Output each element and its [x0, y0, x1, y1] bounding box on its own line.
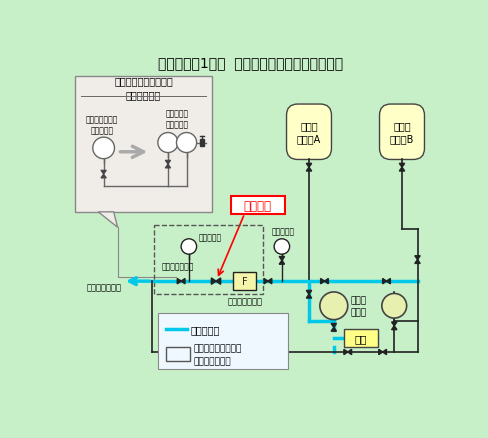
FancyBboxPatch shape: [158, 314, 288, 369]
Polygon shape: [391, 326, 397, 330]
FancyBboxPatch shape: [344, 329, 378, 348]
Polygon shape: [177, 279, 181, 284]
Text: 充てんポンプへ: 充てんポンプへ: [86, 283, 122, 292]
Polygon shape: [325, 279, 328, 284]
Polygon shape: [306, 168, 312, 172]
Polygon shape: [321, 279, 325, 284]
Circle shape: [177, 133, 197, 153]
Text: F: F: [242, 276, 247, 286]
Polygon shape: [165, 165, 171, 169]
Polygon shape: [306, 291, 312, 295]
Polygon shape: [279, 261, 285, 265]
Text: 出口圧力計元弁: 出口圧力計元弁: [162, 261, 194, 271]
Circle shape: [320, 292, 348, 320]
Polygon shape: [101, 171, 106, 175]
Polygon shape: [348, 350, 352, 355]
Polygon shape: [165, 161, 171, 165]
Polygon shape: [386, 279, 390, 284]
Text: 入口圧力計: 入口圧力計: [272, 227, 295, 236]
Polygon shape: [268, 279, 272, 284]
FancyBboxPatch shape: [286, 105, 331, 160]
Polygon shape: [264, 279, 268, 284]
FancyBboxPatch shape: [231, 196, 285, 215]
Text: ほう酸
ポンプ: ほう酸 ポンプ: [351, 296, 367, 317]
Polygon shape: [399, 164, 405, 168]
Polygon shape: [383, 279, 386, 284]
FancyBboxPatch shape: [380, 105, 425, 160]
Text: 出口圧力計: 出口圧力計: [198, 233, 221, 241]
Polygon shape: [391, 322, 397, 326]
Polygon shape: [415, 260, 420, 264]
Text: ：水張系統: ：水張系統: [190, 324, 220, 334]
Circle shape: [93, 138, 115, 159]
Polygon shape: [331, 324, 337, 328]
Polygon shape: [181, 279, 185, 284]
Text: ：フィルタ及び配管
　取替工事範囲: ：フィルタ及び配管 取替工事範囲: [194, 344, 242, 365]
Text: ほう酸
タンクB: ほう酸 タンクB: [390, 121, 414, 144]
Text: 耐圧検査用仮設圧力計
の設置予定図: 耐圧検査用仮設圧力計 の設置予定図: [114, 76, 173, 100]
Polygon shape: [306, 295, 312, 298]
Polygon shape: [200, 139, 204, 147]
Circle shape: [158, 133, 178, 153]
Polygon shape: [101, 175, 106, 179]
Polygon shape: [383, 350, 386, 355]
Circle shape: [274, 239, 289, 254]
Text: 補水: 補水: [355, 333, 367, 343]
Circle shape: [382, 294, 407, 318]
Polygon shape: [216, 278, 221, 285]
FancyBboxPatch shape: [75, 77, 212, 212]
Polygon shape: [211, 278, 216, 285]
Polygon shape: [379, 350, 383, 355]
Polygon shape: [279, 257, 285, 261]
Text: 伊方発電所1号機  ほう酸補給ライン系統概略図: 伊方発電所1号機 ほう酸補給ライン系統概略図: [158, 57, 343, 71]
Text: ほう酸フィルタ: ほう酸フィルタ: [227, 297, 262, 306]
Text: 耐圧検査用
仮設圧力計: 耐圧検査用 仮設圧力計: [166, 109, 189, 129]
Text: 当該箇所: 当該箇所: [244, 200, 272, 213]
Text: ほう酸フィルタ
出口圧力計: ほう酸フィルタ 出口圧力計: [86, 115, 118, 135]
Polygon shape: [344, 350, 348, 355]
Polygon shape: [399, 168, 405, 172]
Polygon shape: [98, 212, 118, 228]
FancyBboxPatch shape: [233, 272, 256, 291]
Polygon shape: [331, 328, 337, 332]
Text: ほう酸
タンクA: ほう酸 タンクA: [297, 121, 321, 144]
Polygon shape: [415, 256, 420, 260]
Circle shape: [181, 239, 197, 254]
Polygon shape: [306, 164, 312, 168]
